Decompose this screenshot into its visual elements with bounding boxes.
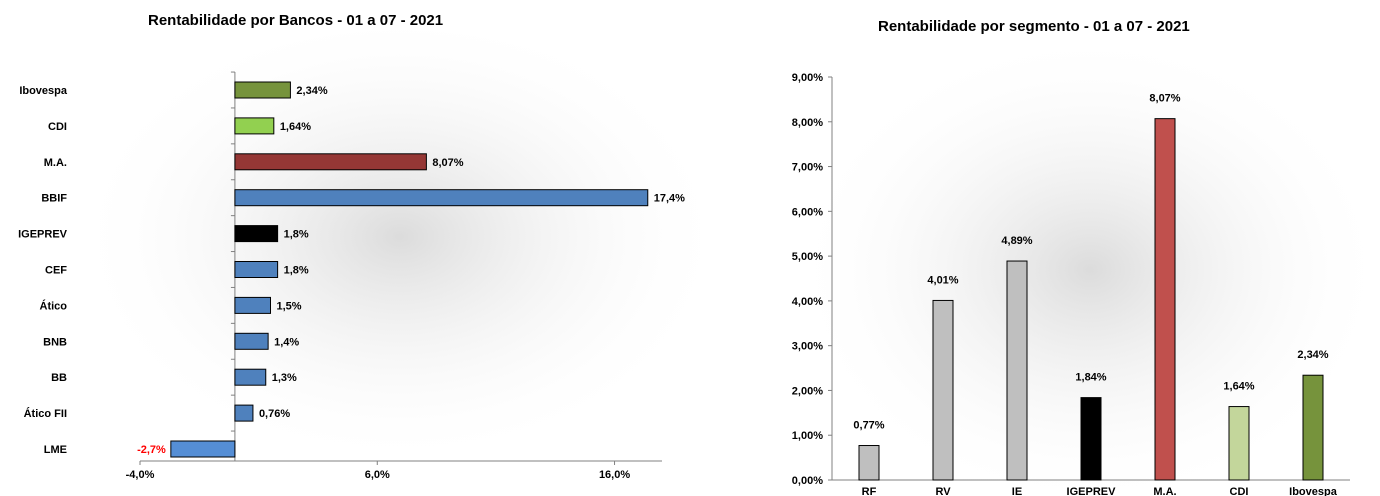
data-label: 1,84%: [1075, 372, 1106, 384]
data-label: 2,34%: [1297, 349, 1328, 361]
bar: [234, 189, 649, 207]
bar: [234, 332, 269, 350]
data-label: 1,8%: [284, 229, 309, 241]
data-label: 1,5%: [277, 300, 302, 312]
bar: [234, 296, 271, 314]
category-label: Ático: [40, 299, 68, 312]
category-label: CDI: [48, 121, 67, 133]
data-label: 1,64%: [280, 121, 311, 133]
left-chart-title: Rentabilidade por Bancos - 01 a 07 - 202…: [148, 12, 444, 29]
data-label: 1,64%: [1223, 381, 1254, 393]
category-label: IGEPREV: [1067, 486, 1117, 496]
bar: [1006, 260, 1028, 481]
x-tick-label: 16,0%: [599, 469, 630, 481]
category-label: BNB: [43, 336, 67, 348]
data-label: 4,01%: [927, 274, 958, 286]
y-tick-label: 0,00%: [792, 475, 823, 487]
bar: [234, 368, 267, 386]
bar: [170, 440, 236, 458]
bar: [234, 404, 254, 422]
bar: [1302, 374, 1324, 481]
y-tick-label: 6,00%: [792, 206, 823, 218]
y-tick-label: 1,00%: [792, 430, 823, 442]
y-tick-label: 7,00%: [792, 162, 823, 174]
category-label: Ibovespa: [1289, 486, 1338, 496]
data-label: 17,4%: [654, 193, 685, 205]
category-label: RV: [935, 486, 951, 496]
category-label: RF: [862, 486, 877, 496]
y-tick-label: 2,00%: [792, 385, 823, 397]
category-label: BBIF: [41, 193, 67, 205]
category-label: CDI: [1230, 486, 1249, 496]
y-tick-label: 9,00%: [792, 72, 823, 84]
y-tick-label: 5,00%: [792, 251, 823, 263]
x-tick-label: -4,0%: [126, 469, 155, 481]
data-label: 1,8%: [284, 265, 309, 277]
left-bar-chart: -4,0% 6,0% 16,0% Ibovespa 2,34% CDI 1,64% M.A. 8…: [18, 71, 685, 481]
right-bar-chart: 0,00% 1,00% 2,00% 3,00% 4,00% 5,00% 6,00% 7,00%…: [792, 72, 1350, 496]
data-label: 4,89%: [1001, 235, 1032, 247]
y-tick-label: 8,00%: [792, 117, 823, 129]
bar: [234, 117, 275, 135]
data-label: -2,7%: [137, 444, 166, 456]
bar: [234, 81, 291, 99]
x-tick-label: 6,0%: [365, 469, 390, 481]
y-tick-label: 4,00%: [792, 296, 823, 308]
category-label: IGEPREV: [18, 229, 68, 241]
category-label: M.A.: [44, 157, 67, 169]
bar: [1228, 406, 1250, 481]
category-label: LME: [44, 444, 67, 456]
bar: [234, 261, 279, 278]
data-label: 1,4%: [274, 336, 299, 348]
bar: [1080, 397, 1102, 481]
category-label: BB: [51, 372, 67, 384]
category-label: IE: [1012, 486, 1022, 496]
category-label: M.A.: [1153, 486, 1176, 496]
left-plot-glow: [70, 30, 730, 490]
y-tick-label: 3,00%: [792, 341, 823, 353]
bar: [1154, 118, 1176, 481]
data-label: 1,3%: [272, 372, 297, 384]
bar: [858, 445, 880, 481]
category-label: CEF: [45, 265, 67, 277]
data-label: 2,34%: [296, 85, 327, 97]
data-label: 0,76%: [259, 408, 290, 420]
data-label: 8,07%: [432, 157, 463, 169]
data-label: 8,07%: [1149, 93, 1180, 105]
bar: [932, 299, 954, 481]
category-label: Ático FII: [24, 407, 67, 420]
category-label: Ibovespa: [19, 85, 68, 97]
bar: [234, 225, 279, 243]
bar: [234, 153, 427, 171]
data-label: 0,77%: [853, 420, 884, 432]
